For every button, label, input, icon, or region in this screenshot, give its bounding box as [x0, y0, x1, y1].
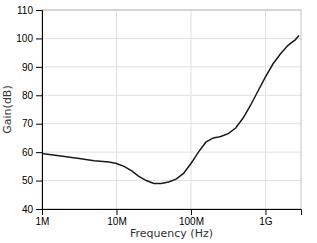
y-tick: 80 — [22, 90, 42, 101]
y-axis-line — [36, 11, 43, 210]
plot-frame — [42, 10, 301, 209]
y-tick-mark — [36, 95, 42, 96]
x-tick-label: 1M — [36, 216, 50, 227]
marks — [42, 36, 299, 184]
y-tick: 100 — [16, 33, 42, 44]
grid-line — [42, 123, 301, 124]
y-tick-label: 40 — [22, 204, 34, 215]
grid-line — [116, 10, 117, 209]
line — [42, 36, 299, 184]
x-tick-mark — [116, 209, 117, 215]
grid-line — [42, 95, 301, 96]
y-tick: 60 — [22, 147, 42, 158]
y-tick: 110 — [17, 5, 42, 16]
y-tick: 50 — [22, 175, 42, 186]
y-tick-label: 60 — [22, 147, 34, 158]
grid-line — [265, 10, 266, 209]
y-tick-mark — [36, 209, 42, 210]
y-tick-label: 100 — [16, 33, 33, 44]
x-tick-mark — [265, 209, 266, 215]
x-axis: 1M 10M 100M 1G — [36, 209, 302, 227]
y-tick-mark — [36, 38, 42, 39]
grid-line — [42, 38, 301, 39]
plot: 1M 10M 100M 1G 40 50 60 70 80 90 100 110 — [16, 5, 301, 227]
x-tick: 1M — [36, 209, 50, 227]
y-tick-mark — [36, 10, 42, 11]
x-axis-line — [43, 210, 302, 216]
y-tick: 40 — [22, 204, 42, 215]
y-tick-label: 70 — [22, 118, 34, 129]
x-tick-label: 10M — [107, 216, 126, 227]
y-tick-mark — [36, 181, 42, 182]
y-axis: 40 50 60 70 80 90 100 110 — [16, 5, 42, 215]
y-tick: 90 — [22, 62, 42, 73]
y-tick-label: 80 — [22, 90, 34, 101]
x-tick: 1G — [259, 209, 273, 227]
chart: 1M 10M 100M 1G 40 50 60 70 80 90 100 110 Frequency (… — [0, 0, 317, 243]
y-tick-mark — [36, 67, 42, 68]
x-axis-title: Frequency (Hz) — [130, 227, 213, 240]
x-tick: 100M — [179, 209, 204, 227]
grid-line — [42, 66, 301, 67]
y-tick-label: 50 — [22, 175, 34, 186]
y-tick: 70 — [22, 118, 42, 129]
x-tick-mark — [191, 209, 192, 215]
grid — [42, 10, 301, 209]
y-tick-label: 90 — [22, 62, 34, 73]
y-tick-mark — [36, 124, 42, 125]
grid-line — [190, 10, 191, 209]
y-axis-title: Gain(dB) — [1, 85, 14, 133]
x-tick-label: 1G — [259, 216, 273, 227]
y-tick-mark — [36, 152, 42, 153]
y-tick-label: 110 — [17, 5, 33, 16]
grid-line — [42, 152, 301, 153]
x-tick-label: 100M — [179, 216, 204, 227]
x-tick: 10M — [107, 209, 126, 227]
